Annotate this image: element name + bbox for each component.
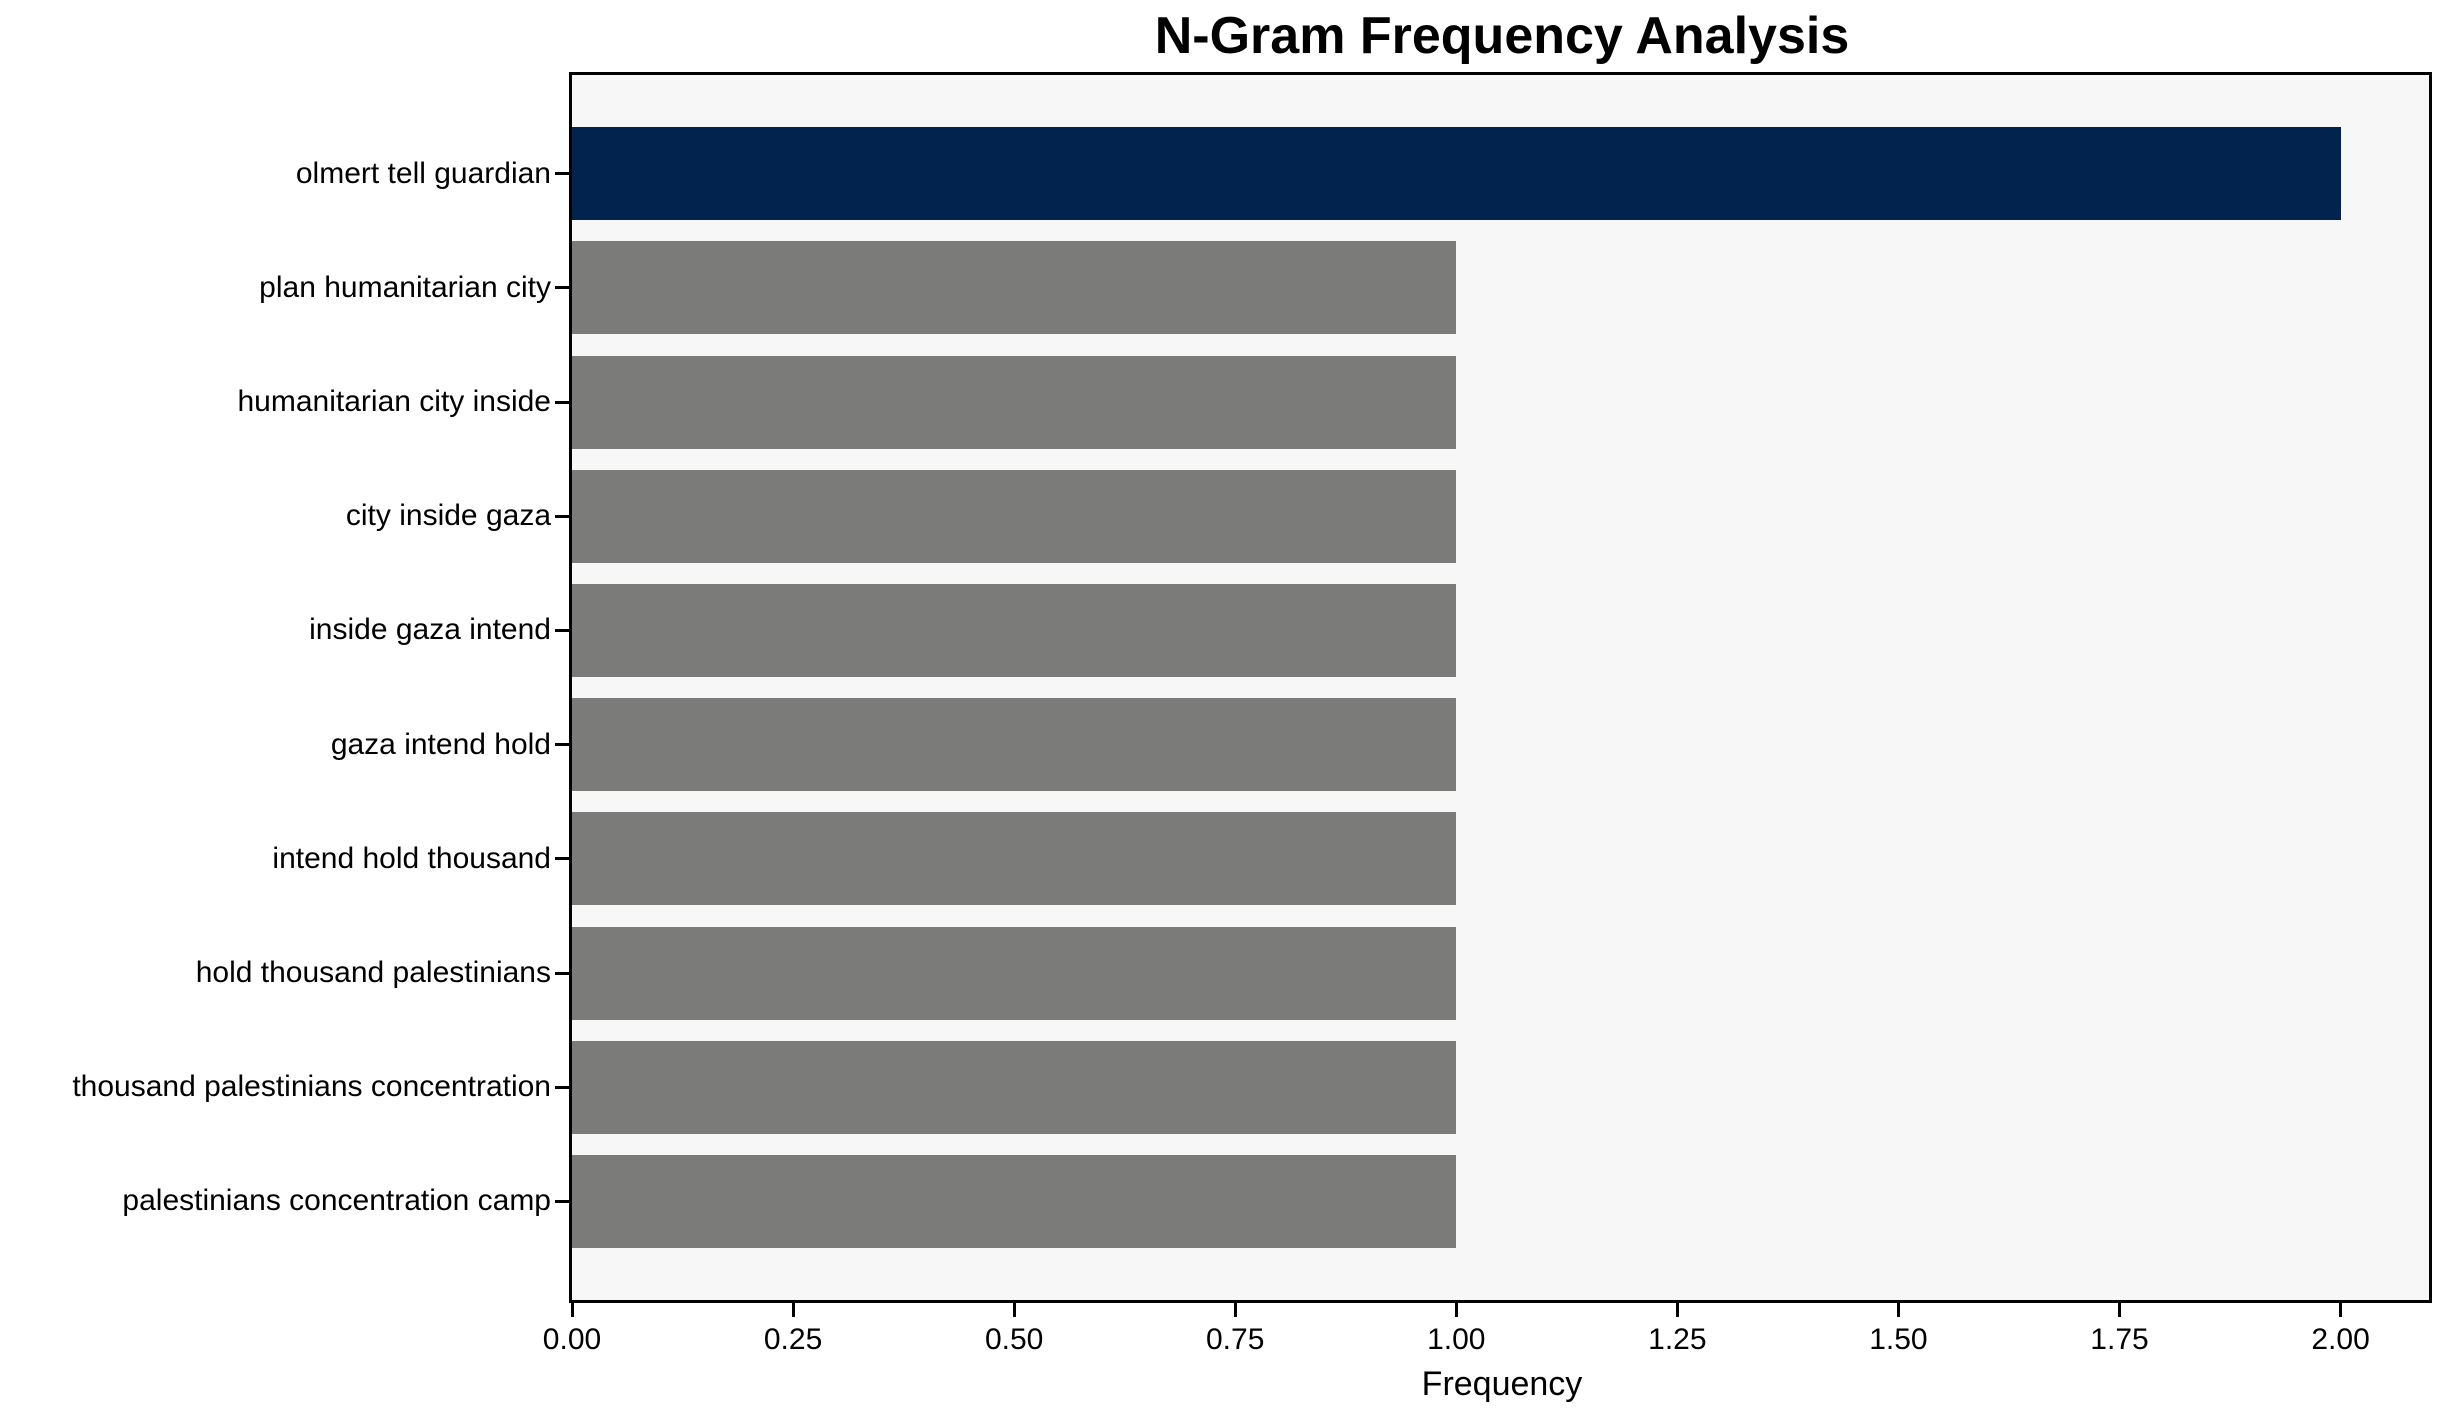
y-tick-label: palestinians concentration camp <box>122 1184 551 1218</box>
y-tick-mark <box>555 514 569 518</box>
x-tick-label: 1.25 <box>1648 1323 1707 1356</box>
y-tick-label: gaza intend hold <box>330 727 551 761</box>
y-tick-mark <box>555 1199 569 1203</box>
bar <box>572 1154 1457 1248</box>
x-tick-label: 1.50 <box>1869 1323 1928 1356</box>
y-tick-mark <box>555 286 569 290</box>
bar <box>572 241 1457 335</box>
y-tick-label: thousand palestinians concentration <box>72 1070 551 1104</box>
y-tick-mark <box>555 971 569 975</box>
chart-title: N-Gram Frequency Analysis <box>1154 7 1850 65</box>
x-tick-label: 1.00 <box>1427 1323 1486 1356</box>
x-tick-mark <box>1896 1303 1900 1317</box>
x-tick-label: 1.75 <box>2090 1323 2149 1356</box>
bar <box>572 698 1457 792</box>
bar <box>572 583 1457 677</box>
y-tick-mark <box>555 628 569 632</box>
x-axis-label: Frequency <box>1421 1365 1583 1403</box>
x-tick-label: 0.75 <box>1206 1323 1265 1356</box>
x-tick-label: 0.25 <box>763 1323 823 1356</box>
bar <box>572 469 1457 563</box>
y-tick-label: hold thousand palestinians <box>195 956 551 989</box>
y-tick-label: intend hold thousand <box>272 841 551 875</box>
y-tick-mark <box>555 743 569 747</box>
y-tick-mark <box>555 1085 569 1089</box>
x-tick-mark <box>2339 1303 2343 1317</box>
y-tick-label: plan humanitarian city <box>259 270 551 304</box>
x-tick-mark <box>1454 1303 1458 1317</box>
bar <box>572 1040 1457 1134</box>
bar <box>572 355 1457 449</box>
bars-layer <box>572 75 2429 1300</box>
y-tick-mark <box>555 172 569 176</box>
x-tick-mark <box>1675 1303 1679 1317</box>
bar <box>572 127 2341 221</box>
y-tick-mark <box>555 400 569 404</box>
y-tick-label: olmert tell guardian <box>295 156 551 190</box>
x-tick-mark <box>1233 1303 1237 1317</box>
x-tick-label: 2.00 <box>2311 1323 2370 1356</box>
x-tick-label: 0.00 <box>542 1323 602 1356</box>
x-tick-mark <box>791 1303 795 1317</box>
x-tick-mark <box>2118 1303 2121 1317</box>
y-tick-label: city inside gaza <box>345 499 551 533</box>
plot-area <box>569 72 2432 1303</box>
x-tick-mark <box>1012 1303 1016 1317</box>
y-tick-label: humanitarian city inside <box>237 385 552 418</box>
bar <box>572 812 1457 906</box>
bar <box>572 926 1457 1020</box>
y-tick-mark <box>555 857 569 861</box>
x-tick-mark <box>570 1303 574 1317</box>
y-tick-label: inside gaza intend <box>309 613 551 647</box>
x-tick-label: 0.50 <box>984 1323 1044 1356</box>
